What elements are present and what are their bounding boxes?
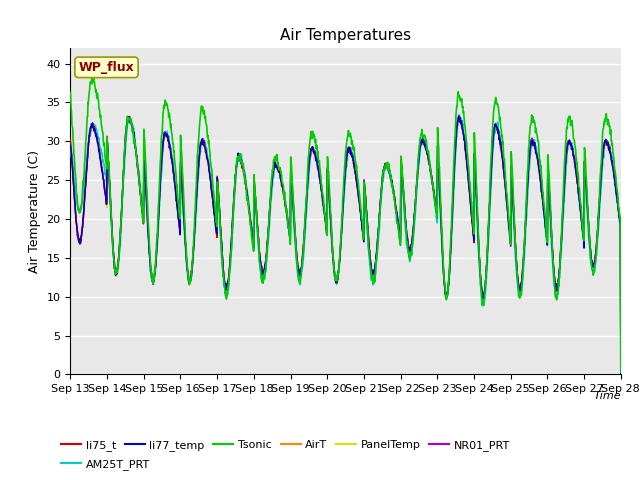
Legend: li75_t, li77_temp, Tsonic, AirT, PanelTemp, NR01_PRT: li75_t, li77_temp, Tsonic, AirT, PanelTe… <box>57 435 515 455</box>
Text: WP_flux: WP_flux <box>79 61 134 74</box>
Y-axis label: Air Temperature (C): Air Temperature (C) <box>28 150 41 273</box>
Title: Air Temperatures: Air Temperatures <box>280 28 411 43</box>
Legend: AM25T_PRT: AM25T_PRT <box>57 455 154 474</box>
Text: Time: Time <box>593 391 621 401</box>
